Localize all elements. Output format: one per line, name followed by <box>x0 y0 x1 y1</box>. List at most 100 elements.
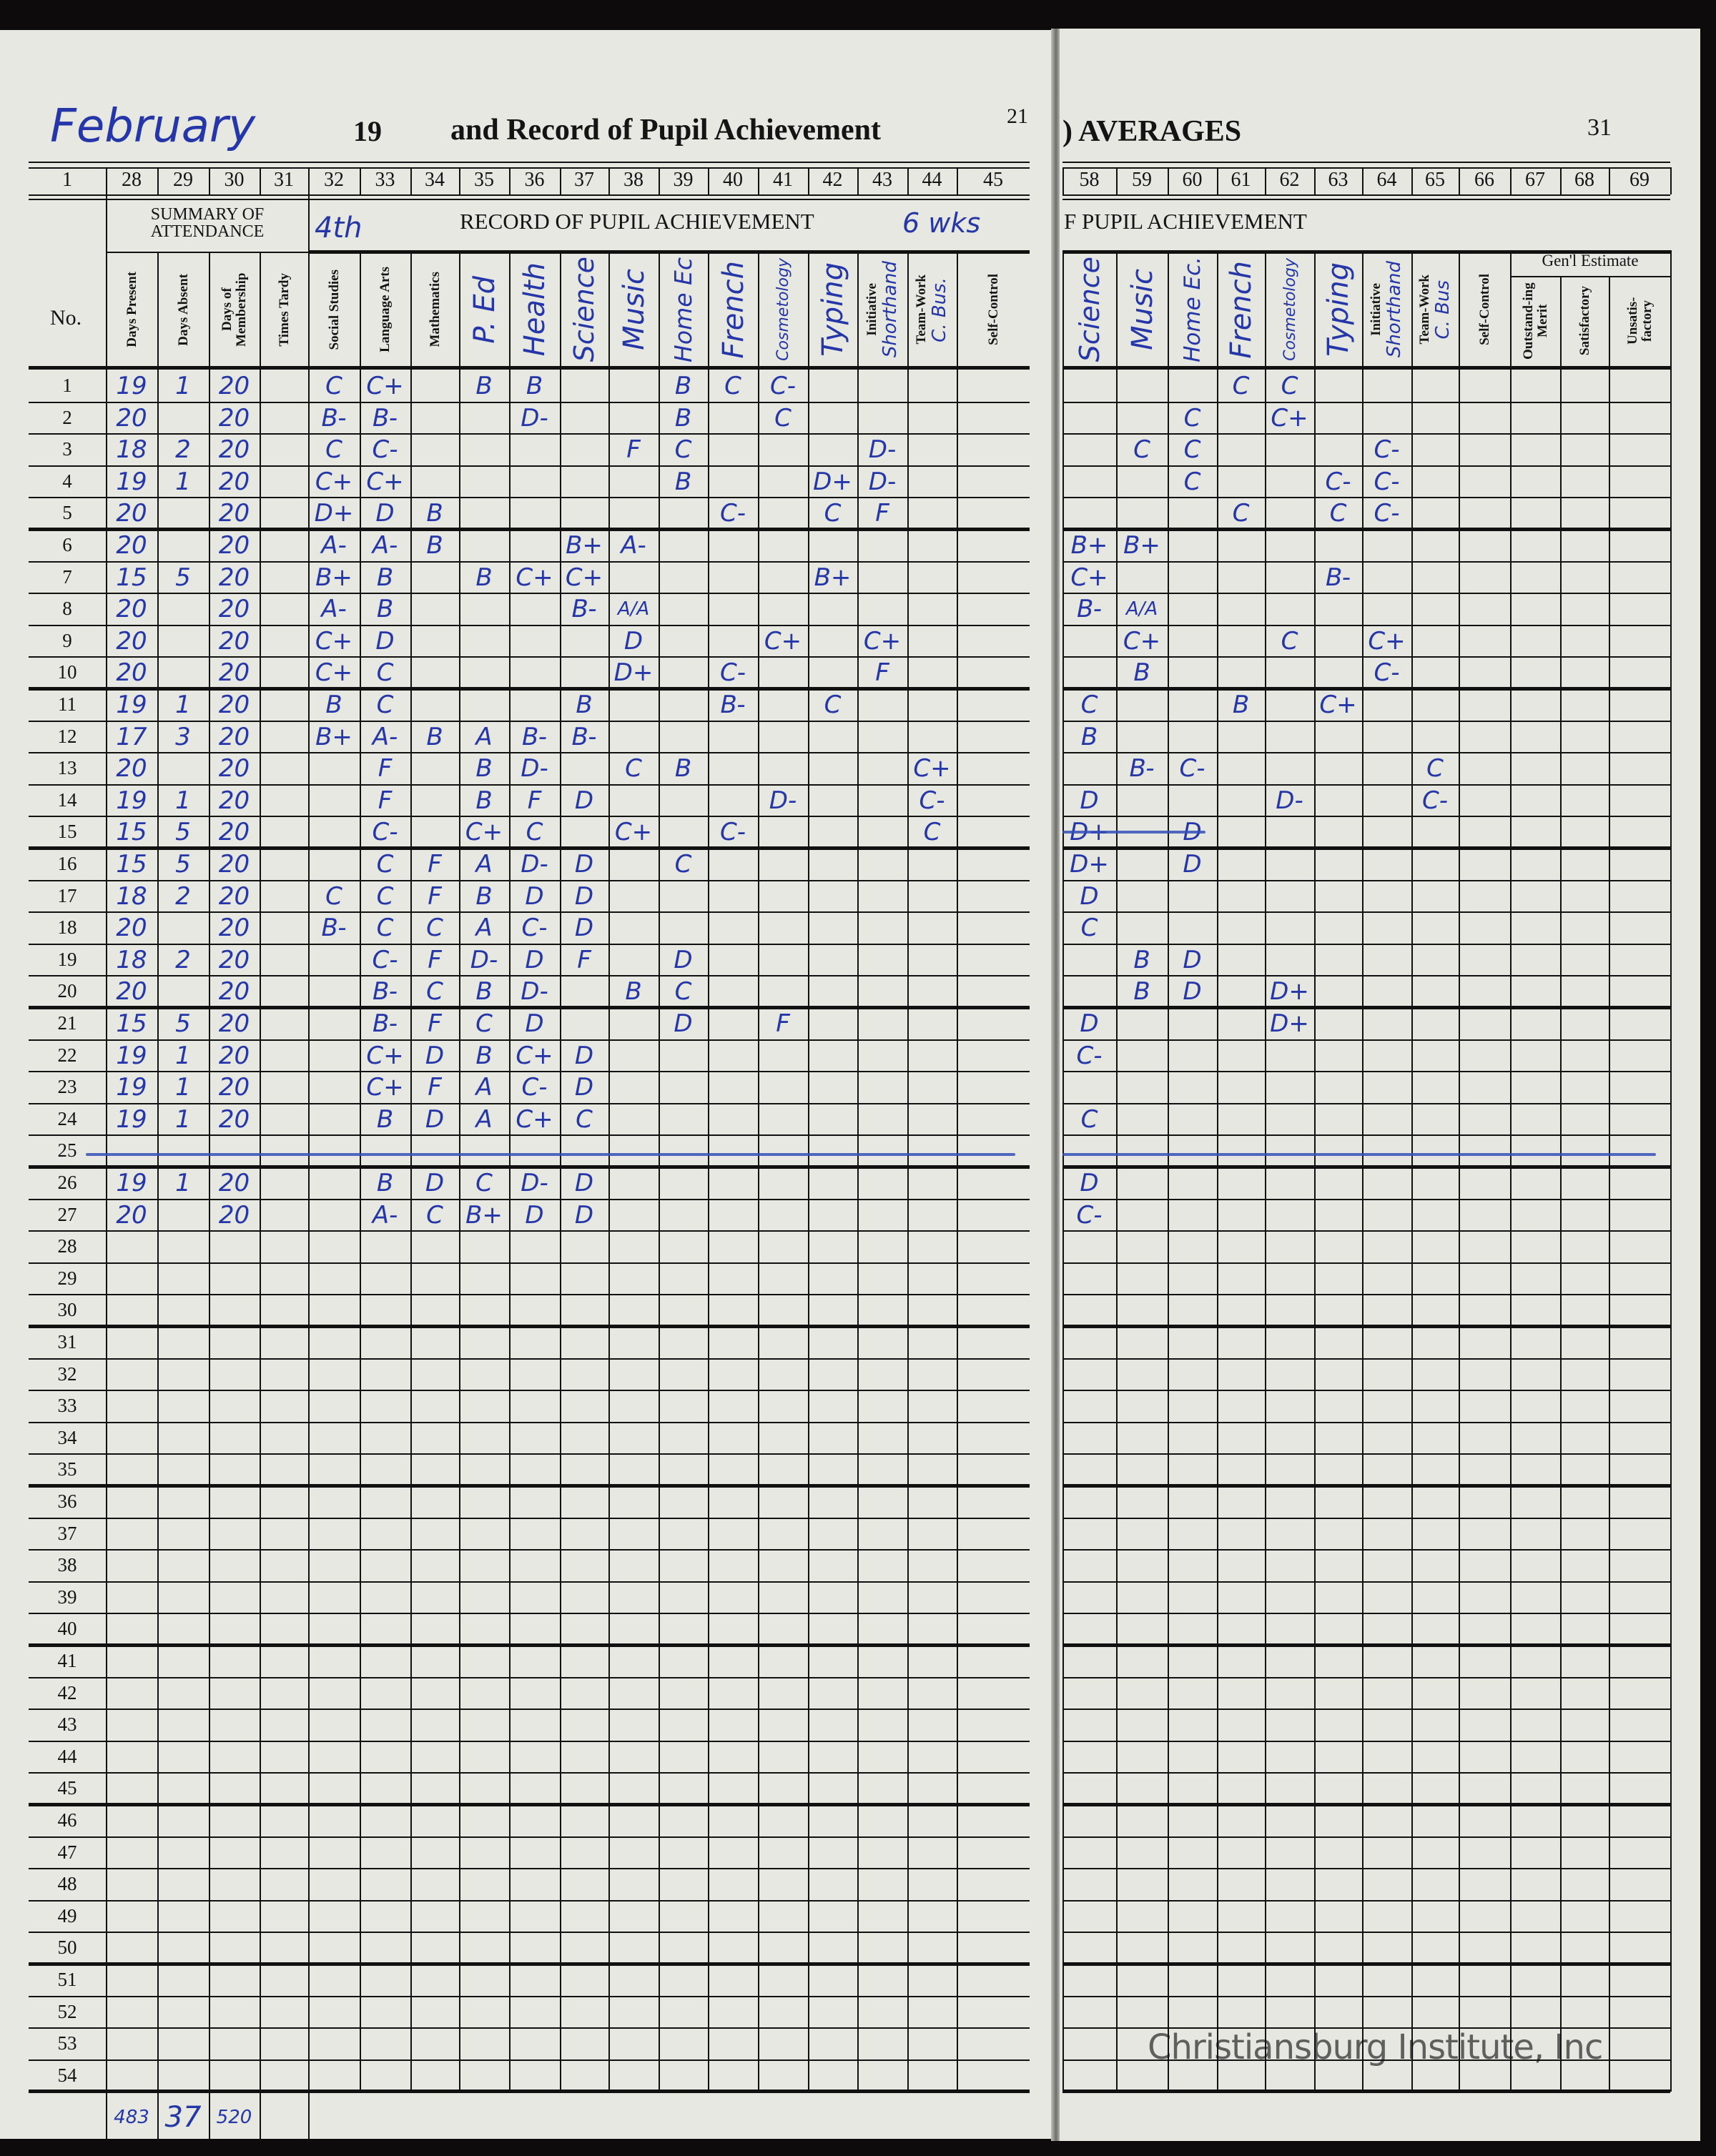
grade-cell: C <box>674 435 692 465</box>
row-rule <box>1062 1134 1670 1137</box>
grade-cell: 20 <box>218 722 250 751</box>
column-header-printed: Satisfactory <box>1577 286 1592 356</box>
column-number: 60 <box>1182 169 1203 191</box>
row-rule <box>1062 943 1670 945</box>
row-rule <box>29 879 1030 881</box>
grade-cell: C+ <box>1070 563 1108 592</box>
column-rule <box>957 167 958 194</box>
column-rule <box>1116 250 1118 2092</box>
grade-cell: B <box>1232 691 1250 719</box>
grade-cell: A <box>475 722 493 751</box>
column-number: 61 <box>1231 169 1251 191</box>
grade-cell: F <box>428 850 442 879</box>
column-header-printed: Outstand-ing Merit <box>1520 282 1550 360</box>
grade-cell: D <box>1080 786 1099 815</box>
row-number: 40 <box>57 1618 77 1640</box>
grade-cell: C- <box>1374 435 1400 465</box>
grade-cell: C <box>426 1200 443 1230</box>
grade-cell: C <box>325 372 342 400</box>
grade-cell: C- <box>919 786 945 815</box>
grade-cell: F <box>428 1009 442 1038</box>
grade-cell: C <box>376 881 394 911</box>
row-rule <box>1062 528 1670 531</box>
column-rule <box>907 250 909 2092</box>
grade-cell: 20 <box>218 850 250 879</box>
column-number: 58 <box>1079 169 1100 191</box>
row-number: 52 <box>57 2000 77 2022</box>
column-rule <box>1062 167 1064 194</box>
column-number: 33 <box>375 169 395 191</box>
column-rule <box>360 250 361 2092</box>
row-number: 20 <box>57 980 77 1002</box>
grade-cell: F <box>428 1073 442 1102</box>
grade-cell: 18 <box>116 945 147 974</box>
grade-cell: C- <box>719 499 746 528</box>
book-gutter <box>1051 29 1061 2141</box>
row-number: 8 <box>62 598 72 620</box>
column-header-handwritten: Health <box>518 262 551 357</box>
grade-cell: F <box>428 881 442 911</box>
strike-line <box>86 1152 1015 1156</box>
row-rule <box>1062 1643 1670 1647</box>
column-header: Cosmetology <box>760 256 807 363</box>
summary-of-attendance-header: SUMMARY OF ATTENDANCE <box>150 205 265 241</box>
grade-cell: B- <box>373 977 398 1007</box>
grade-cell: B <box>1133 658 1150 688</box>
grade-cell: 1 <box>175 1104 191 1134</box>
grade-cell: B- <box>571 595 597 624</box>
column-rule <box>808 250 809 2092</box>
grade-cell: D <box>375 499 395 528</box>
row-number: 53 <box>57 2032 77 2054</box>
grade-cell: F <box>626 435 641 465</box>
column-rule <box>1560 167 1562 194</box>
row-number: 4 <box>62 470 72 492</box>
row-rule <box>29 2027 1030 2029</box>
column-header: Unsatis-factory <box>1611 279 1669 363</box>
grade-cell: B- <box>522 722 547 751</box>
grade-cell: 19 <box>116 1104 147 1134</box>
row-rule <box>29 465 1030 467</box>
column-header: Typing <box>1316 256 1361 363</box>
grade-cell: 18 <box>116 881 147 911</box>
row-number: 12 <box>57 725 77 747</box>
row-rule <box>29 1134 1030 1137</box>
row-number: 37 <box>57 1522 77 1544</box>
row-rule <box>1062 1709 1670 1711</box>
row-rule <box>1062 687 1670 691</box>
row-rule <box>1062 846 1670 850</box>
grade-cell: B <box>475 881 493 911</box>
summary-rule <box>106 252 308 253</box>
column-header-handwritten: Home Ec <box>669 257 697 362</box>
row-rule <box>29 783 1030 786</box>
grade-cell: B- <box>373 403 398 432</box>
grade-cell: B <box>475 754 493 783</box>
grade-cell: 20 <box>218 658 250 688</box>
column-rule <box>260 252 261 2142</box>
row-rule <box>29 1165 1030 1169</box>
column-number: 31 <box>274 169 294 191</box>
column-header: Home Ec <box>661 256 706 363</box>
grade-cell: A- <box>321 531 347 560</box>
column-header-handwritten: Shorthand <box>879 261 901 358</box>
header-rule <box>29 194 1030 196</box>
column-rule <box>1217 167 1218 194</box>
row-rule <box>29 1676 1030 1678</box>
header-rule <box>29 162 1030 163</box>
column-number: 34 <box>425 169 445 191</box>
grade-cell: 20 <box>218 499 250 528</box>
grade-cell: B <box>674 403 692 432</box>
grade-cell: B <box>426 531 443 560</box>
column-number: 68 <box>1574 169 1594 191</box>
grade-cell: D <box>574 786 594 815</box>
right-page-title: ) AVERAGES <box>1062 115 1242 148</box>
grade-cell: B <box>1133 977 1150 1007</box>
row-rule <box>1062 975 1670 977</box>
grade-cell: C- <box>372 945 398 974</box>
period-handwritten: 4th <box>315 212 363 244</box>
grade-cell: 20 <box>116 595 147 624</box>
row-rule <box>1062 1740 1670 1742</box>
row-rule <box>1062 1294 1670 1296</box>
column-rule <box>106 167 107 194</box>
grade-cell: 20 <box>218 914 250 943</box>
grade-cell: C <box>1183 403 1201 432</box>
